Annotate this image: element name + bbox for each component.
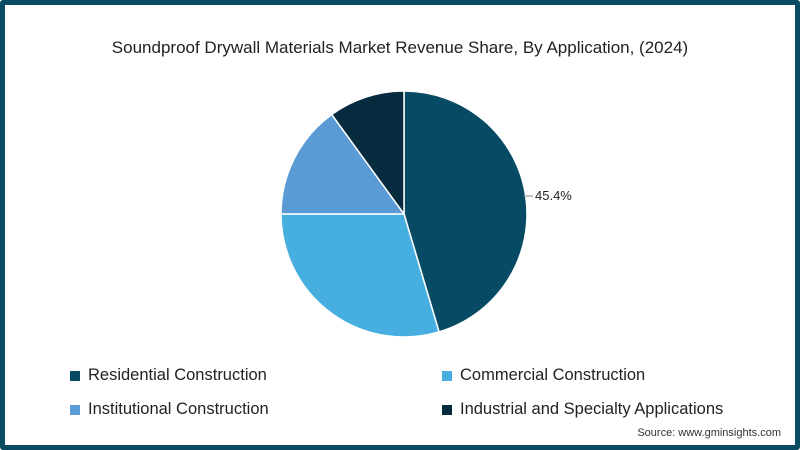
source-note: Source: www.gminsights.com: [637, 427, 781, 439]
legend-label: Institutional Construction: [88, 400, 269, 418]
pie-slice-commercial: [280, 213, 440, 338]
legend-item-industrial: Industrial and Specialty Applications: [442, 400, 723, 419]
legend-item-residential: Residential Construction: [70, 366, 267, 385]
chart-title: Soundproof Drywall Materials Market Reve…: [111, 38, 689, 57]
pie-slice-institutional: [280, 113, 406, 215]
legend-item-commercial: Commercial Construction: [442, 366, 645, 385]
legend-swatch-icon: [442, 370, 452, 381]
slice-label-residential: 45.4%: [535, 188, 572, 203]
legend-label: Residential Construction: [88, 366, 267, 384]
legend-swatch-icon: [70, 370, 80, 381]
legend-label: Commercial Construction: [460, 366, 646, 384]
legend-swatch-icon: [442, 404, 452, 415]
legend-swatch-icon: [70, 404, 80, 415]
legend-label: Industrial and Specialty Applications: [460, 400, 724, 418]
legend-item-institutional: Institutional Construction: [70, 400, 269, 419]
pie-slice-industrial: [330, 90, 405, 217]
pie-slices: [280, 90, 528, 338]
